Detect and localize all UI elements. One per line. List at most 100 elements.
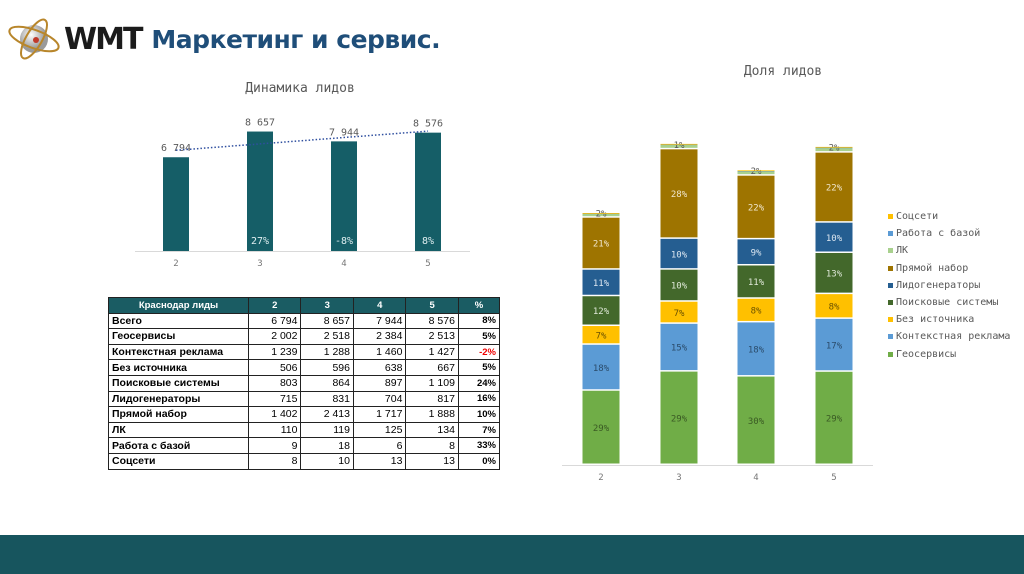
stacked-segment — [660, 149, 698, 238]
legend-marker-icon — [888, 282, 893, 288]
segment-label: 18% — [748, 345, 765, 355]
x-tick-label: 2 — [598, 473, 603, 483]
legend-item: Контекстная реклама — [888, 328, 1010, 345]
row-label: Соцсети — [108, 452, 249, 470]
bar-value-label: 7 944 — [329, 127, 359, 138]
cell-value: 1 402 — [247, 406, 302, 423]
segment-label: 13% — [826, 270, 843, 280]
legend-label: Прямой набор — [896, 262, 969, 274]
cell-value: 9 — [247, 437, 302, 454]
legend-label: Лидогенераторы — [896, 279, 981, 291]
legend-item: Без источника — [888, 311, 1010, 328]
stacked-segment — [582, 344, 620, 390]
cell-value: 2 513 — [405, 328, 459, 345]
cell-value: 1 239 — [247, 343, 302, 361]
globe-logo-icon — [8, 18, 60, 60]
segment-label: 15% — [671, 344, 688, 354]
legend-label: Соцсети — [896, 211, 939, 223]
cell-value: 8 — [247, 452, 302, 470]
change-percent: 7% — [457, 421, 501, 439]
cell-value: 2 384 — [352, 328, 407, 345]
segment-label: 2% — [829, 144, 840, 154]
segment-label: 8% — [829, 302, 840, 312]
legend-label: Работа с базой — [896, 228, 981, 240]
table-row: Лидогенераторы 715 831 704 817 16% — [108, 390, 501, 408]
stacked-segment — [815, 318, 853, 371]
segment-label: 22% — [748, 204, 765, 214]
stacked-segment — [582, 390, 620, 464]
legend-label: ЛК — [896, 245, 909, 257]
segment-label: 11% — [748, 278, 765, 288]
table-header-cell: % — [457, 297, 501, 314]
legend-marker-icon — [888, 248, 893, 254]
legend-marker-icon — [888, 214, 893, 220]
chart-legend: Соцсети Работа с базой ЛК Прямой набор Лидог… — [888, 208, 1010, 363]
cell-value: 638 — [352, 359, 407, 376]
segment-label: 21% — [593, 240, 610, 250]
change-percent: 16% — [457, 390, 501, 408]
row-label: Прямой набор — [108, 406, 249, 423]
cell-value: 8 657 — [300, 312, 354, 330]
stacked-segment — [737, 265, 775, 298]
legend-label: Поисковые системы — [896, 297, 999, 309]
segment-label: 22% — [826, 184, 843, 194]
bar-change-label: 8% — [422, 236, 434, 247]
leads-dynamics-chart: 6 794 2 8 657 27% 3 7 944 -8% 4 8 576 8% 5 — [135, 118, 470, 269]
stacked-segment — [815, 222, 853, 252]
x-tick-label: 5 — [831, 473, 836, 483]
row-label: Работа с базой — [108, 437, 249, 454]
segment-label: 7% — [596, 331, 607, 341]
legend-item: Поисковые системы — [888, 294, 1010, 311]
cell-value: 7 944 — [352, 312, 407, 330]
cell-value: 8 — [405, 437, 459, 454]
table-header-cell: 2 — [247, 297, 302, 314]
bar — [247, 131, 273, 251]
cell-value: 506 — [247, 359, 302, 376]
table-header-cell: 3 — [300, 297, 354, 314]
table-header-cell: 4 — [352, 297, 407, 314]
cell-value: 119 — [300, 421, 354, 439]
legend-marker-icon — [888, 231, 893, 237]
segment-label: 30% — [748, 417, 765, 427]
bar-change-label: 27% — [251, 236, 269, 247]
cell-value: 1 888 — [405, 406, 459, 423]
trendline — [175, 130, 429, 152]
stacked-segment — [737, 239, 775, 264]
x-tick-label: 4 — [753, 473, 758, 483]
table-row: Геосервисы 2 002 2 518 2 384 2 513 5% — [108, 328, 501, 345]
segment-label: 18% — [593, 364, 610, 374]
stacked-segment — [582, 269, 620, 295]
change-percent: 8% — [457, 312, 501, 330]
stacked-segment — [660, 143, 698, 145]
segment-label: 28% — [671, 190, 688, 200]
row-label: Без источника — [108, 359, 249, 376]
cell-value: 110 — [247, 421, 302, 439]
x-tick-label: 3 — [676, 473, 681, 483]
cell-value: 1 717 — [352, 406, 407, 423]
legend-marker-icon — [888, 300, 893, 306]
bar-value-label: 8 576 — [413, 119, 443, 130]
cell-value: 803 — [247, 374, 302, 392]
cell-value: 715 — [247, 390, 302, 408]
segment-label: 10% — [826, 234, 843, 244]
change-percent: 33% — [457, 437, 501, 454]
stacked-segment — [737, 322, 775, 376]
stacked-segment — [815, 147, 853, 149]
cell-value: 134 — [405, 421, 459, 439]
table-row: Всего 6 794 8 657 7 944 8 576 8% — [108, 312, 501, 330]
change-percent: 5% — [457, 328, 501, 345]
cell-value: 125 — [352, 421, 407, 439]
stacked-segment — [582, 217, 620, 269]
segment-label: 1% — [674, 141, 685, 151]
legend-item: Работа с базой — [888, 225, 1010, 242]
x-tick-label: 3 — [257, 259, 262, 269]
cell-value: 13 — [405, 452, 459, 470]
legend-item: Лидогенераторы — [888, 277, 1010, 294]
cell-value: 596 — [300, 359, 354, 376]
stacked-segment — [660, 371, 698, 464]
leads-share-chart: 29% 18% 7% 12% 11% 21% 2% 2 29% 15% 7% 10% 10% 28% 1% 3… — [562, 141, 873, 483]
stacked-segment — [815, 294, 853, 318]
legend-item: ЛК — [888, 242, 1010, 259]
stacked-segment — [582, 213, 620, 217]
legend-label: Без источника — [896, 314, 975, 326]
